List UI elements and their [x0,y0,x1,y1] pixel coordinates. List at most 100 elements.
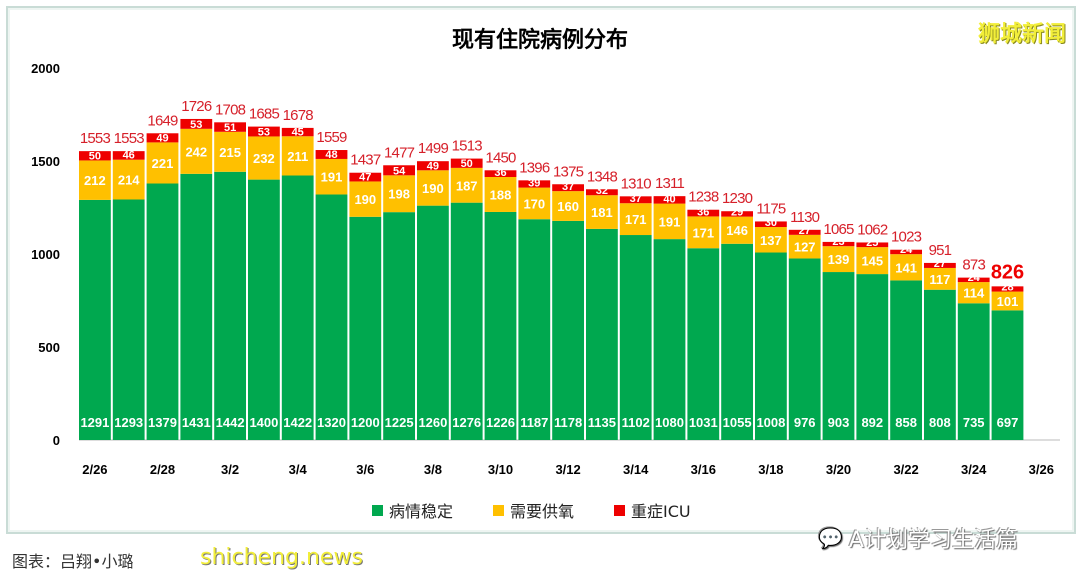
bar-segment-icu [214,122,246,132]
data-label-stable: 735 [963,415,985,430]
data-label-total: 1477 [384,144,415,161]
data-label-stable: 1291 [80,415,109,430]
data-label-total: 1375 [553,163,584,180]
bar-segment-icu [383,165,415,176]
data-label-stable: 1293 [114,415,143,430]
bar-segment-icu [653,196,686,204]
bar-segment-icu [315,150,348,159]
data-label-stable: 1008 [756,415,785,430]
data-label-oxygen: 191 [659,214,681,229]
data-label-icu: 28 [1001,282,1013,294]
data-label-oxygen: 190 [422,181,444,196]
bar-segment-icu [890,249,922,255]
data-label-total: 1311 [655,175,685,192]
account-name: A计划学习生活篇 [848,528,1018,553]
data-label-oxygen: 214 [118,173,140,188]
x-tick-label: 3/2 [221,462,239,477]
bar-segment-oxygen [721,216,753,244]
data-label-stable: 697 [997,415,1019,430]
bar-segment-stable [890,280,922,440]
data-label-icu: 48 [325,149,337,161]
x-tick-label: 3/22 [893,462,918,477]
bar-segment-stable [653,239,686,440]
bar-segment-stable [180,173,213,441]
data-label-icu: 37 [562,181,574,193]
y-tick-label: 2000 [31,61,60,76]
data-label-stable: 1135 [588,415,616,430]
bar-segment-stable [248,179,280,440]
data-label-oxygen: 170 [523,196,545,211]
data-label-icu: 50 [89,150,101,162]
data-label-icu: 27 [934,258,946,270]
data-label-icu: 32 [596,185,608,197]
data-label-icu: 39 [528,178,540,190]
bar-segment-oxygen [383,175,415,213]
data-label-stable: 808 [929,415,951,430]
data-label-total: 1396 [519,159,550,176]
bar-segment-oxygen [687,216,720,249]
bar-segment-stable [214,171,246,440]
bar-segment-stable [417,205,449,440]
data-label-oxygen: 188 [490,187,512,202]
data-label-icu: 49 [156,132,168,144]
data-label-oxygen: 171 [692,225,714,240]
bar-segment-stable [79,199,111,440]
data-label-total: 1450 [485,149,516,166]
bar-segment-icu [281,127,314,137]
data-label-icu: 45 [292,126,304,138]
data-label-stable: 1102 [622,415,650,430]
data-label-total: 1649 [147,112,178,129]
bar-segment-stable [586,228,618,440]
data-label-icu: 36 [697,206,709,218]
bar-segment-icu [788,229,821,235]
legend-label: 需要供氧 [510,502,575,521]
data-label-stable: 1400 [249,415,278,430]
bar-segment-stable [552,220,584,440]
legend-swatch [493,504,505,516]
bar-segment-oxygen [619,203,652,236]
data-label-total: 1175 [756,200,786,217]
bar-segment-icu [180,118,213,129]
bar-segment-stable [924,289,956,440]
data-label-icu: 24 [968,272,981,284]
bar-segment-oxygen [450,167,483,203]
bar-segment-stable [619,235,652,440]
data-label-icu: 53 [258,126,270,138]
data-label-oxygen: 211 [287,149,308,164]
x-tick-label: 3/24 [961,462,987,477]
data-label-total: 873 [962,257,985,274]
bar-segment-oxygen [214,131,246,172]
x-tick-label: 3/14 [623,462,649,477]
data-label-total: 1559 [316,129,347,146]
data-label-stable: 1422 [283,415,312,430]
data-label-total: 1685 [249,106,280,123]
legend-item-oxygen: 需要供氧 [493,498,574,522]
y-tick-label: 500 [38,340,60,355]
data-label-stable: 1031 [689,415,718,430]
site-watermark: shicheng.news [200,545,363,570]
bar-segment-stable [349,216,382,440]
data-label-icu: 40 [663,194,675,206]
x-tick-label: 3/10 [488,462,513,477]
bar-segment-icu [552,184,584,192]
bar-segment-icu [957,277,990,283]
data-label-total: 1513 [452,138,483,155]
bar-segment-oxygen [79,160,111,200]
data-label-icu: 27 [799,225,811,237]
legend: 病情稳定 需要供氧 重症ICU [372,498,691,522]
bar-segment-oxygen [788,234,821,259]
data-label-total: 1230 [722,190,753,207]
data-label-oxygen: 101 [997,294,1019,309]
data-label-stable: 1080 [655,415,684,430]
data-label-oxygen: 145 [861,254,883,269]
x-tick-label: 3/20 [826,462,851,477]
data-label-stable: 858 [895,415,917,430]
bar-segment-oxygen [180,128,213,174]
bar-segment-stable [856,274,889,440]
data-label-oxygen: 160 [557,199,579,214]
bar-segment-icu [856,242,889,248]
bar-segment-icu [619,196,652,204]
data-label-total: 1348 [587,168,618,185]
legend-label: 重症ICU [631,502,691,521]
